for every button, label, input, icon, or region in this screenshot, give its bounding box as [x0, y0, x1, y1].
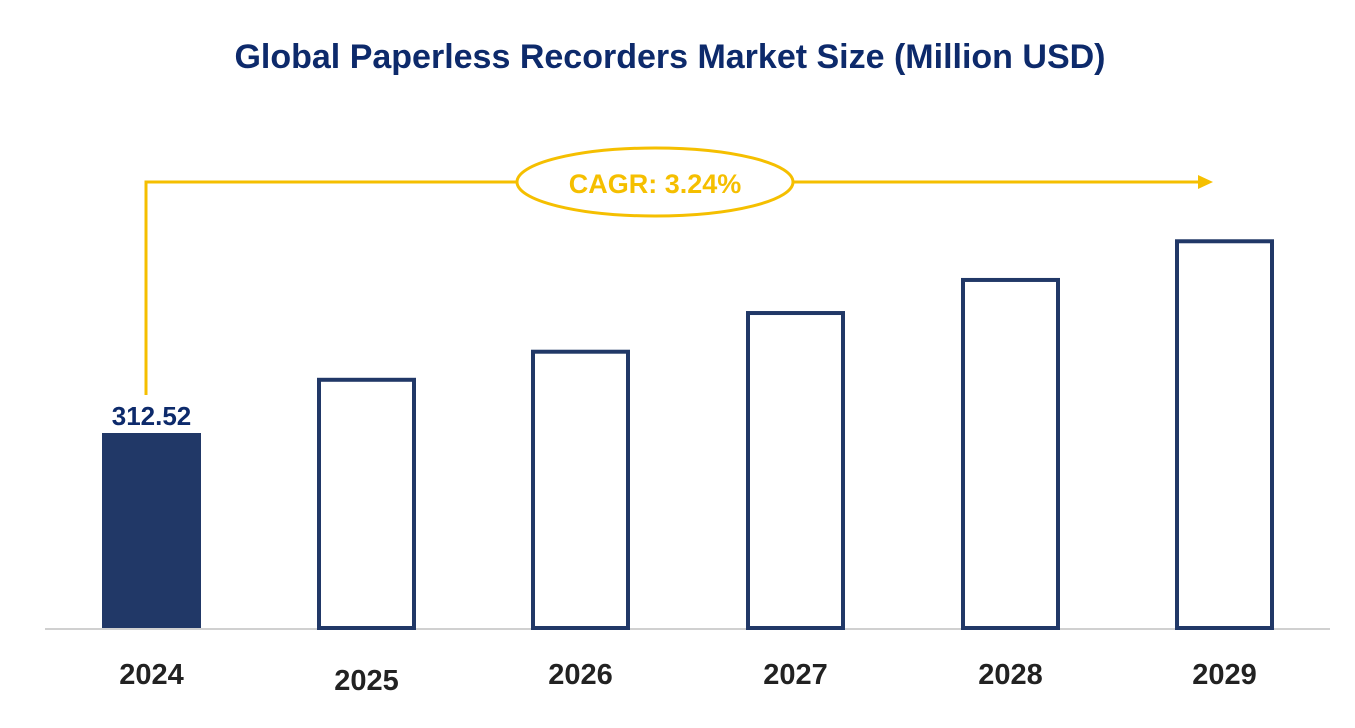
bar-2025 [317, 377, 416, 631]
x-tick-label: 2024 [119, 659, 184, 691]
x-tick-label: 2025 [334, 665, 399, 697]
bar-2028 [961, 277, 1060, 630]
data-label: 312.52 [112, 401, 192, 431]
cagr-line-left [144, 180, 518, 395]
bar-2026 [531, 349, 630, 630]
bar-2027 [746, 311, 845, 630]
bar-2029 [1175, 239, 1274, 630]
x-tick-label: 2029 [1192, 659, 1257, 691]
x-tick-label: 2028 [978, 659, 1043, 691]
cagr-arrowhead [1198, 175, 1213, 189]
bar-2024 [102, 433, 201, 628]
cagr-ellipse [515, 146, 795, 218]
x-tick-label: 2026 [548, 659, 613, 691]
cagr-label: CAGR: 3.24% [569, 169, 742, 199]
x-tick-label: 2027 [763, 659, 828, 691]
chart-title: Global Paperless Recorders Market Size (… [234, 38, 1106, 76]
